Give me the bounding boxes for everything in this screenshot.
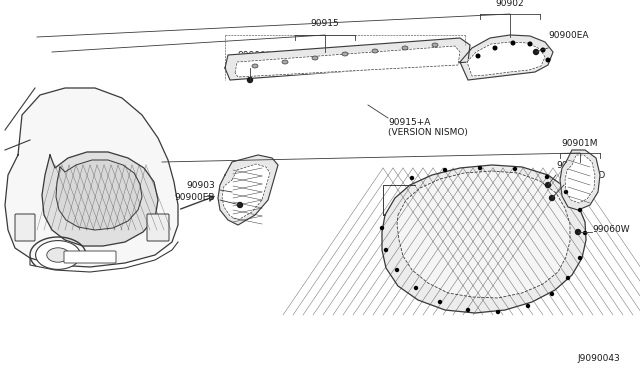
Circle shape <box>479 167 481 170</box>
Ellipse shape <box>372 49 378 53</box>
Polygon shape <box>222 164 270 220</box>
Circle shape <box>248 77 253 83</box>
Circle shape <box>511 41 515 45</box>
Text: 90902: 90902 <box>496 0 524 8</box>
Polygon shape <box>565 155 595 203</box>
Circle shape <box>550 196 554 201</box>
Polygon shape <box>460 35 553 80</box>
Polygon shape <box>225 38 470 80</box>
Circle shape <box>541 48 545 52</box>
Ellipse shape <box>47 248 69 262</box>
Circle shape <box>444 169 447 171</box>
Text: J9090043: J9090043 <box>577 354 620 363</box>
Circle shape <box>476 54 480 58</box>
Polygon shape <box>467 42 545 76</box>
Text: 90900ED: 90900ED <box>564 171 605 180</box>
Circle shape <box>493 46 497 50</box>
Circle shape <box>566 276 570 279</box>
Text: 90900EA: 90900EA <box>548 31 589 40</box>
FancyBboxPatch shape <box>15 214 35 241</box>
Text: 90915+A
(VERSION NISMO): 90915+A (VERSION NISMO) <box>388 118 468 137</box>
Circle shape <box>381 227 383 230</box>
Circle shape <box>497 311 499 314</box>
Polygon shape <box>42 152 158 246</box>
Polygon shape <box>56 160 142 230</box>
FancyBboxPatch shape <box>64 251 116 263</box>
Circle shape <box>550 292 554 295</box>
Circle shape <box>396 269 399 272</box>
Polygon shape <box>5 88 178 267</box>
Circle shape <box>545 176 548 179</box>
Polygon shape <box>397 171 570 298</box>
Circle shape <box>410 176 413 180</box>
Polygon shape <box>218 155 278 225</box>
FancyBboxPatch shape <box>147 214 169 241</box>
Circle shape <box>584 231 586 234</box>
Polygon shape <box>382 165 586 313</box>
Circle shape <box>579 208 582 212</box>
Polygon shape <box>235 46 460 77</box>
Text: 99060W: 99060W <box>592 225 630 234</box>
Ellipse shape <box>312 56 318 60</box>
Text: 90901M: 90901M <box>562 139 598 148</box>
Circle shape <box>528 42 532 46</box>
Ellipse shape <box>252 64 258 68</box>
Circle shape <box>237 202 243 208</box>
Circle shape <box>385 248 387 251</box>
Polygon shape <box>560 150 600 210</box>
Ellipse shape <box>342 52 348 56</box>
Ellipse shape <box>402 46 408 50</box>
Circle shape <box>546 58 550 62</box>
Circle shape <box>415 286 417 289</box>
Text: 90903: 90903 <box>186 180 215 189</box>
Circle shape <box>534 49 538 55</box>
Text: 90900EB: 90900EB <box>175 193 215 202</box>
Circle shape <box>545 183 550 187</box>
Text: 90900E: 90900E <box>237 51 271 60</box>
Circle shape <box>579 257 582 260</box>
Ellipse shape <box>432 43 438 47</box>
Circle shape <box>513 167 516 170</box>
Circle shape <box>575 230 580 234</box>
Circle shape <box>564 190 568 193</box>
Ellipse shape <box>282 60 288 64</box>
Text: 90900EC: 90900EC <box>556 161 596 170</box>
Ellipse shape <box>36 241 81 269</box>
Text: 90915: 90915 <box>310 19 339 28</box>
Circle shape <box>527 305 529 308</box>
Circle shape <box>467 308 470 311</box>
Circle shape <box>438 301 442 304</box>
